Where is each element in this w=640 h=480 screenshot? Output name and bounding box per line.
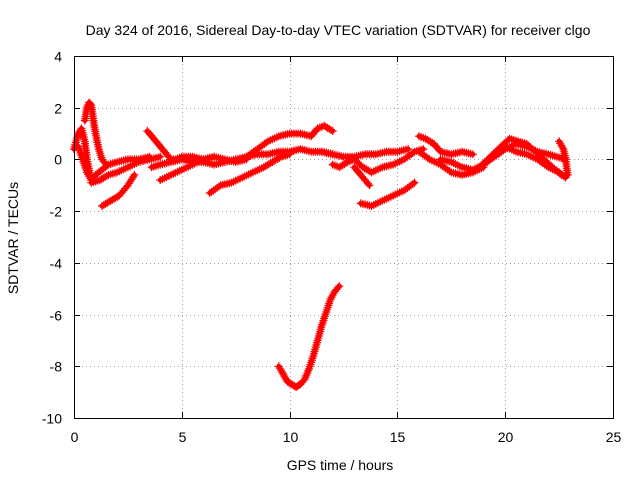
series-arc-22 [555, 137, 572, 179]
plot-frame [74, 56, 614, 419]
y-tick-label: 2 [54, 101, 62, 117]
series-arc-16 [415, 132, 477, 159]
y-tick-label: -10 [42, 411, 62, 427]
y-tick-label: -8 [50, 359, 63, 375]
series-arc-5 [98, 170, 139, 210]
y-tick-label: -2 [50, 204, 63, 220]
series-arc-20 [501, 142, 570, 182]
y-axis-label: SDTVAR / TECUs [5, 182, 21, 294]
y-tick-label: -4 [50, 256, 63, 272]
x-tick-label: 0 [71, 429, 79, 445]
series-markers [328, 145, 428, 177]
series-markers [80, 98, 111, 169]
series-markers [242, 121, 337, 161]
series-arc-4 [87, 152, 165, 187]
series-markers [350, 163, 374, 190]
series-markers [98, 170, 139, 210]
series-markers [415, 132, 477, 159]
y-tick-label: 0 [54, 152, 62, 168]
series-markers [205, 150, 294, 197]
x-tick-label: 25 [606, 429, 622, 445]
series-markers [87, 152, 165, 187]
x-axis-label: GPS time / hours [287, 457, 394, 473]
axis-ticks: 0 5 10 15 20 25 -10 -8 -6 -4 -2 0 2 4 [42, 49, 622, 446]
x-tick-label: 10 [283, 429, 299, 445]
series-markers [356, 178, 419, 210]
series-arc-13 [328, 145, 428, 177]
series-arc-21 [522, 142, 570, 164]
series-arc-11 [274, 282, 344, 391]
x-tick-label: 15 [390, 429, 406, 445]
series-arc-3 [74, 142, 154, 185]
series-arc-2 [80, 98, 111, 169]
series-markers [555, 137, 572, 179]
series-arc-9 [205, 150, 294, 197]
data-series [70, 98, 572, 391]
series-markers [156, 152, 251, 185]
y-tick-label: -6 [50, 308, 63, 324]
chart-title: Day 324 of 2016, Sidereal Day-to-day VTE… [86, 22, 591, 38]
series-arc-15 [356, 178, 419, 210]
series-markers [317, 145, 413, 161]
series-arc-14 [350, 163, 374, 190]
x-tick-label: 5 [179, 429, 187, 445]
series-arc-12 [317, 145, 413, 161]
grid [74, 56, 613, 418]
y-tick-label: 4 [54, 49, 62, 65]
series-arc-10 [242, 121, 337, 161]
series-arc-8 [156, 152, 251, 185]
x-tick-label: 20 [498, 429, 514, 445]
series-markers [522, 142, 570, 164]
series-markers [274, 282, 344, 391]
series-markers [501, 142, 570, 182]
